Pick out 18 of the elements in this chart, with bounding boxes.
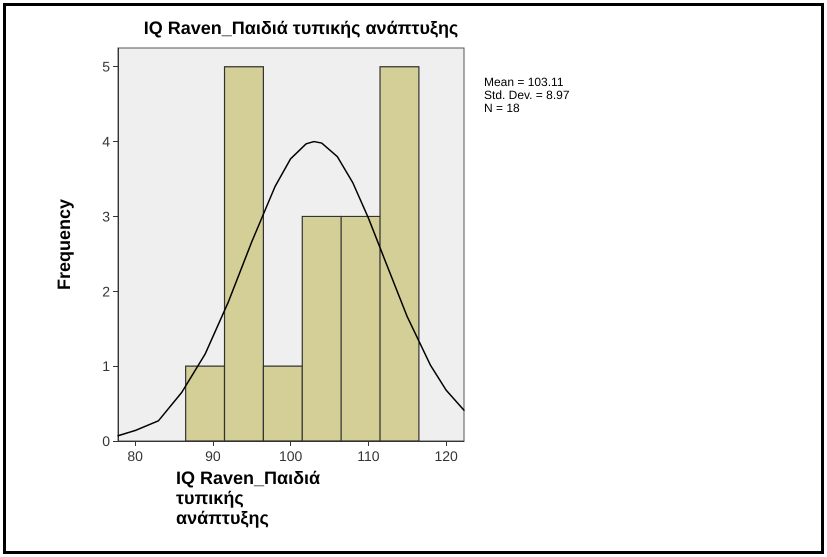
y-tick-label: 0	[102, 433, 110, 449]
x-tick-label: 90	[205, 448, 221, 464]
chart-title: IQ Raven_Παιδιά τυπικής ανάπτυξης	[144, 18, 458, 38]
y-tick-label: 4	[102, 134, 110, 150]
x-tick-label: 80	[127, 448, 144, 464]
x-tick-label: 120	[434, 448, 458, 464]
line-series	[117, 140, 465, 437]
text: N = 18	[484, 101, 520, 115]
x-tick-label: 100	[278, 448, 303, 464]
x-axis-title: IQ Raven_Παιδιά τυπικής ανάπτυξης	[176, 468, 326, 528]
y-tick-label: 2	[102, 283, 110, 300]
y-tick-label: 3	[102, 208, 110, 224]
text: Mean = 103.11	[484, 75, 564, 89]
y-axis-title: Frequency	[54, 198, 74, 290]
text: Std. Dev. = 8.97	[484, 88, 570, 102]
x-tick-label: 110	[357, 448, 380, 464]
y-tick-label: 5	[102, 58, 110, 75]
y-tick-label: 1	[102, 358, 110, 374]
